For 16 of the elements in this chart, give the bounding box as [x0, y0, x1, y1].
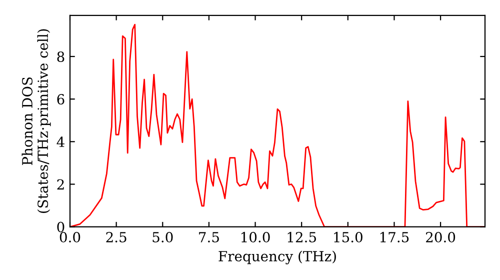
y-tick-label: 2	[57, 179, 64, 190]
x-tick-label: 12.5	[288, 232, 316, 242]
y-tick-label: 0	[57, 222, 64, 232]
x-tick-label: 20.0	[426, 232, 456, 242]
x-tick-label: 7.5	[199, 232, 219, 242]
x-tick-label: 5.0	[152, 232, 173, 242]
x-tick-label: 0.0	[60, 232, 80, 242]
x-tick-label: 10.0	[242, 232, 270, 242]
y-tick-label: 4	[56, 136, 64, 147]
x-tick-label: 2.5	[106, 232, 126, 242]
y-tick-label: 8	[57, 51, 64, 62]
x-axis-title: Frequency (THz)	[218, 250, 336, 264]
y-axis-title: Phonon DOS (States/THz·primitive cell)	[22, 29, 51, 213]
x-tick-label: 15.0	[334, 232, 362, 242]
y-tick-label: 6	[57, 94, 64, 105]
x-tick-label: 17.5	[380, 232, 409, 242]
